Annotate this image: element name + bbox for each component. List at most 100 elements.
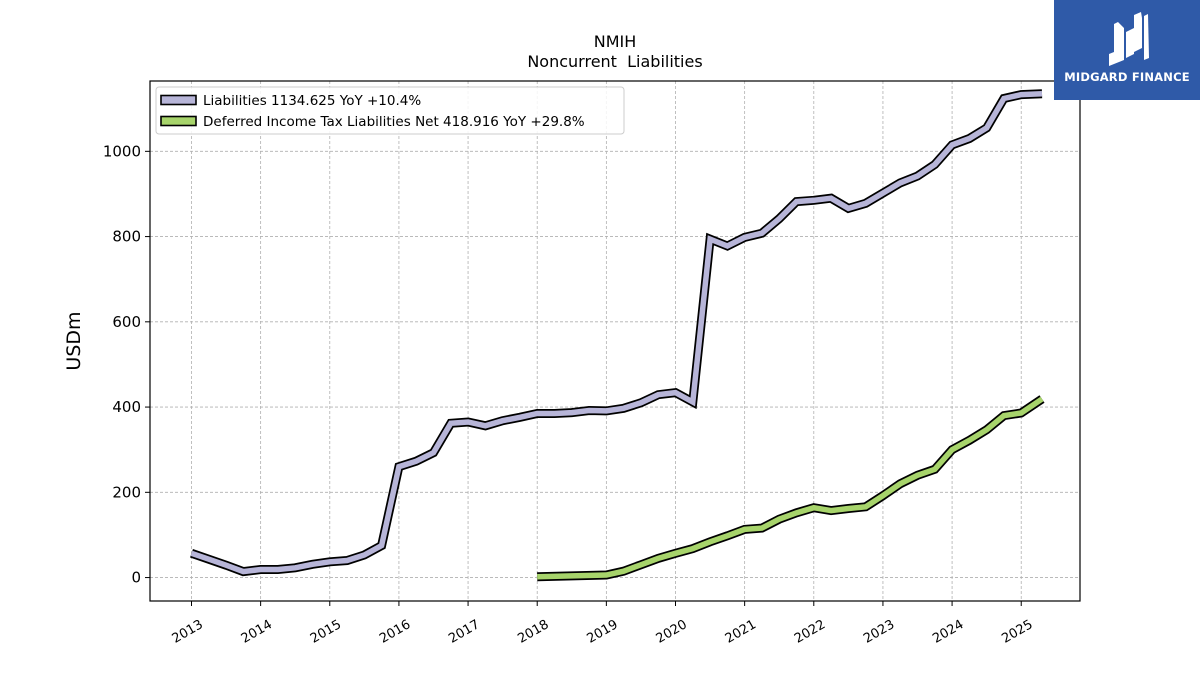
data-point (640, 564, 641, 565)
series-line-outline (190, 89, 1043, 577)
data-point (675, 553, 676, 554)
data-point (692, 548, 693, 549)
data-point (934, 164, 935, 165)
data-point (710, 239, 711, 240)
data-point (640, 402, 641, 403)
data-point (952, 449, 953, 450)
x-tick-label: 2024 (930, 617, 966, 647)
data-point (260, 569, 261, 570)
data-point (571, 412, 572, 413)
data-point (710, 541, 711, 542)
data-point (900, 483, 901, 484)
y-tick-label: 200 (112, 483, 141, 501)
data-point (191, 553, 192, 554)
series-layer (190, 89, 1045, 582)
data-point (1003, 98, 1004, 99)
data-point (831, 510, 832, 511)
data-point (1041, 93, 1042, 94)
y-axis-label: USDm (63, 311, 85, 370)
data-point (329, 561, 330, 562)
legend-label: Deferred Income Tax Liabilities Net 418.… (203, 114, 585, 130)
data-point (658, 394, 659, 395)
brand-logo: MIDGARD FINANCE (1054, 0, 1200, 100)
data-point (519, 417, 520, 418)
legend-swatch (160, 115, 197, 127)
x-tick-label: 2017 (446, 617, 482, 647)
y-tick-label: 0 (131, 569, 141, 587)
data-point (295, 567, 296, 568)
y-tick-label: 400 (112, 398, 141, 416)
data-point (934, 469, 935, 470)
data-point (208, 559, 209, 560)
data-point (779, 519, 780, 520)
data-point (865, 203, 866, 204)
data-point (1021, 413, 1022, 414)
data-point (485, 425, 486, 426)
legend: Liabilities 1134.625 YoY +10.4% Deferred … (155, 86, 625, 135)
legend-swatch (160, 94, 197, 106)
legend-box (155, 86, 625, 135)
data-point (658, 558, 659, 559)
data-point (779, 218, 780, 219)
data-point (554, 413, 555, 414)
data-point (796, 512, 797, 513)
data-point (623, 571, 624, 572)
data-point (986, 127, 987, 128)
data-point (312, 564, 313, 565)
data-point (952, 144, 953, 145)
x-tick-label: 2014 (239, 617, 275, 647)
x-tick-label: 2025 (999, 617, 1035, 647)
y-tick-label: 800 (112, 228, 141, 246)
data-point (813, 507, 814, 508)
data-point (1003, 415, 1004, 416)
data-point (623, 408, 624, 409)
data-point (606, 575, 607, 576)
data-point (761, 233, 762, 234)
data-point (450, 423, 451, 424)
data-point (243, 571, 244, 572)
data-point (606, 410, 607, 411)
data-point (398, 466, 399, 467)
data-point (727, 245, 728, 246)
chart-subtitle: Noncurrent Liabilities (527, 52, 702, 71)
data-point (277, 569, 278, 570)
plot-frame (149, 80, 1081, 602)
data-point (226, 565, 227, 566)
data-point (744, 237, 745, 238)
x-tick-label: 2013 (170, 617, 206, 647)
data-point (727, 535, 728, 536)
data-point (1021, 94, 1022, 95)
series-line-outline (537, 395, 1045, 582)
data-point (433, 452, 434, 453)
logo-mark-icon (1109, 12, 1149, 66)
data-point (468, 421, 469, 422)
series-line (537, 396, 1044, 580)
x-tick-label: 2015 (308, 617, 344, 647)
data-point (848, 208, 849, 209)
data-point (744, 529, 745, 530)
data-point (917, 176, 918, 177)
y-tick-label: 1000 (103, 142, 141, 160)
data-point (848, 508, 849, 509)
x-tick-label: 2018 (515, 617, 551, 647)
x-tick-label: 2019 (585, 617, 621, 647)
x-tick-label: 2016 (377, 617, 413, 647)
data-point (537, 576, 538, 577)
data-point (969, 138, 970, 139)
data-point (882, 193, 883, 194)
data-point (537, 413, 538, 414)
data-point (900, 182, 901, 183)
data-point (416, 461, 417, 462)
data-point (831, 198, 832, 199)
data-point (589, 410, 590, 411)
data-point (882, 495, 883, 496)
data-point (692, 401, 693, 402)
y-tick-label: 600 (112, 313, 141, 331)
data-point (364, 554, 365, 555)
legend-label: Liabilities 1134.625 YoY +10.4% (203, 93, 421, 109)
data-point (986, 429, 987, 430)
data-point (381, 545, 382, 546)
data-point (1041, 398, 1042, 399)
chart-title: NMIH (594, 32, 637, 51)
